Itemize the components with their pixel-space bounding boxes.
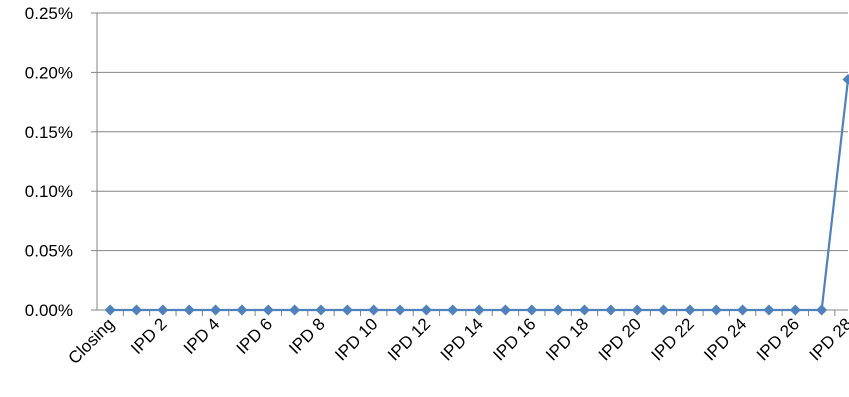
data-point-marker: [210, 304, 222, 316]
y-tick-label: 0.25%: [25, 4, 73, 23]
data-point-marker: [131, 304, 143, 316]
data-point-marker: [789, 304, 801, 316]
y-tick-label: 0.00%: [25, 301, 73, 320]
x-tick-label: IPD 28: [806, 314, 849, 364]
data-point-marker: [315, 304, 327, 316]
data-point-marker: [578, 304, 590, 316]
data-point-marker: [526, 304, 538, 316]
data-point-marker: [394, 304, 406, 316]
x-tick-label: Closing: [64, 314, 118, 368]
x-tick-label: IPD 2: [127, 314, 171, 358]
data-point-marker: [552, 304, 564, 316]
data-point-marker: [710, 304, 722, 316]
data-point-marker: [631, 304, 643, 316]
data-point-marker: [262, 304, 274, 316]
x-tick-label: IPD 6: [233, 314, 277, 358]
data-point-marker: [763, 304, 775, 316]
tick-labels: 0.00%0.05%0.10%0.15%0.20%0.25%Closing IPD…: [25, 4, 849, 368]
axes: [91, 12, 848, 316]
data-point-marker: [236, 304, 248, 316]
data-point-marker: [104, 304, 116, 316]
x-tick-label: IPD 20: [595, 314, 645, 364]
data-point-marker: [420, 304, 432, 316]
x-tick-label: IPD 18: [542, 314, 592, 364]
x-tick-label: IPD 8: [285, 314, 329, 358]
x-tick-label: IPD 4: [180, 314, 224, 358]
x-tick-label: IPD 12: [384, 314, 434, 364]
x-tick-label: IPD 22: [648, 314, 698, 364]
data-point-marker: [341, 304, 353, 316]
series: [104, 74, 849, 316]
y-tick-label: 0.10%: [25, 182, 73, 201]
data-point-marker: [447, 304, 459, 316]
x-tick-label: IPD 24: [700, 314, 750, 364]
series-line: [110, 79, 849, 312]
x-tick-label: IPD 14: [437, 314, 487, 364]
data-point-marker: [157, 304, 169, 316]
y-tick-label: 0.20%: [25, 63, 73, 82]
data-point-marker: [605, 304, 617, 316]
data-point-marker: [737, 304, 749, 316]
data-point-marker: [499, 304, 511, 316]
x-tick-label: IPD 16: [489, 314, 539, 364]
data-point-marker: [473, 304, 485, 316]
data-point-marker: [816, 304, 828, 316]
y-tick-label: 0.15%: [25, 123, 73, 142]
data-point-marker: [658, 304, 670, 316]
data-point-marker: [684, 304, 696, 316]
x-tick-label: IPD 10: [331, 314, 381, 364]
gridlines: [97, 12, 848, 252]
data-point-marker: [842, 74, 849, 86]
x-tick-label: IPD 26: [753, 314, 803, 364]
data-point-marker: [289, 304, 301, 316]
data-point-marker: [368, 304, 380, 316]
data-point-marker: [183, 304, 195, 316]
y-tick-label: 0.05%: [25, 242, 73, 261]
